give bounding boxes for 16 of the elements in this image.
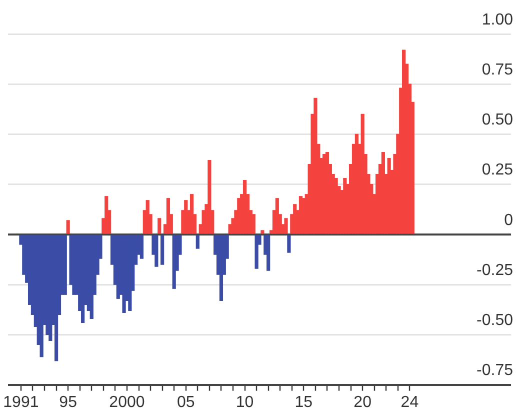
x-tick-label: 95	[59, 394, 78, 411]
y-tick-label: 0	[504, 212, 514, 229]
x-tick-label: 15	[294, 394, 313, 411]
y-tick-label: 0.75	[482, 62, 514, 79]
x-tick-label: 05	[176, 394, 195, 411]
x-tick-label: 1991	[3, 394, 39, 411]
x-tick-label: 2000	[109, 394, 145, 411]
y-tick-label: -0.25	[476, 262, 514, 279]
y-tick-label: -0.75	[476, 362, 514, 380]
y-tick-label: 0.25	[482, 162, 514, 179]
x-tick-label: 20	[354, 394, 372, 411]
x-tick-label: 24	[400, 394, 419, 411]
y-tick-label: 0.50	[482, 112, 514, 129]
y-tick-label: 1.00	[482, 11, 514, 28]
x-tick-label: 10	[236, 394, 254, 411]
y-tick-label: -0.50	[476, 312, 514, 330]
